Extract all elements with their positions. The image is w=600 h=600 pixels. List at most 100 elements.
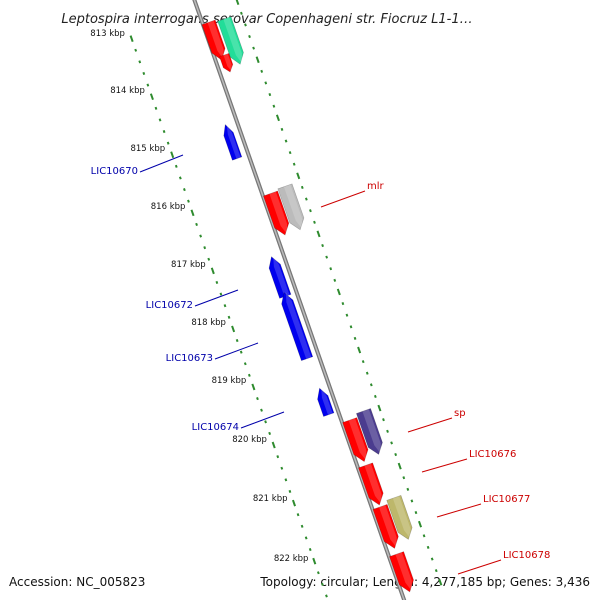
gene-label: LIC10678 <box>503 550 550 561</box>
gene-arrow-body <box>386 494 413 540</box>
tick-mark <box>414 511 418 515</box>
tick-mark <box>341 302 345 306</box>
tick-mark <box>166 141 170 145</box>
tick-mark <box>275 114 280 122</box>
gene-arrow-shine <box>392 495 411 539</box>
gene-arrow-body <box>219 52 234 73</box>
tick-mark <box>316 230 321 238</box>
gene-arrow <box>277 183 305 231</box>
tick-mark <box>365 371 369 375</box>
tick-mark <box>223 304 227 308</box>
tick-mark <box>215 280 219 285</box>
tick-mark <box>252 46 255 50</box>
gene-arrow-body <box>223 123 243 161</box>
gene-arrow <box>342 417 369 463</box>
gene-label-leader <box>320 190 366 208</box>
gene-arrow-body <box>281 292 314 362</box>
tick-mark <box>373 394 377 399</box>
gene-label: sp <box>454 408 466 419</box>
tick-mark <box>325 594 328 598</box>
tick-mark <box>235 338 239 343</box>
tick-mark <box>296 513 300 517</box>
backbone-highlight <box>193 0 405 600</box>
tick-mark <box>300 185 304 190</box>
tick-mark <box>397 462 402 470</box>
tick-mark <box>240 11 243 15</box>
gene-arrow <box>356 408 383 455</box>
backbone <box>192 0 407 600</box>
tick-mark <box>264 420 267 424</box>
tick-mark <box>422 534 426 538</box>
tick-marks <box>129 0 443 598</box>
gene-arrow-shine <box>285 292 312 359</box>
tick-mark <box>264 81 268 85</box>
tick-mark <box>138 60 142 64</box>
gene-arrow-body <box>268 256 292 299</box>
gene-arrow-body <box>342 417 369 463</box>
gene-arrow-shine <box>223 53 232 72</box>
gene-label: LIC10674 <box>192 422 239 433</box>
kbp-label: 815 kbp <box>130 144 165 154</box>
gene-arrow-body <box>317 387 335 417</box>
tick-mark <box>207 257 211 261</box>
gene-arrow-shine <box>379 505 397 548</box>
gene-arrow <box>263 190 290 236</box>
tick-mark <box>357 346 362 354</box>
tick-mark <box>203 246 207 250</box>
gene-arrow-shine <box>362 409 381 454</box>
tick-mark <box>227 315 231 319</box>
gene-label-leader <box>407 417 453 433</box>
tick-mark <box>244 23 247 27</box>
kbp-label: 820 kbp <box>232 435 267 445</box>
tick-mark <box>154 106 158 110</box>
tick-mark <box>183 188 186 192</box>
tick-mark <box>406 487 410 491</box>
tick-mark <box>174 164 178 168</box>
kbp-label: 817 kbp <box>171 260 206 270</box>
tick-mark <box>426 545 430 549</box>
tick-mark <box>272 104 276 108</box>
tick-mark <box>268 431 272 435</box>
gene-arrow <box>281 292 314 362</box>
tick-mark <box>247 373 251 377</box>
gene-arrow-shine <box>348 418 367 461</box>
tick-mark <box>353 336 357 340</box>
gene-arrow-body <box>201 19 226 61</box>
gene-label-leader <box>240 411 285 429</box>
gene-label: LIC10676 <box>469 449 516 460</box>
tick-mark <box>134 48 138 52</box>
kbp-label: 813 kbp <box>90 29 125 39</box>
gene-arrow-body <box>372 504 399 549</box>
tick-mark <box>291 499 296 507</box>
tick-mark <box>243 362 247 366</box>
gene-features <box>201 16 414 593</box>
gene-arrow <box>217 16 244 65</box>
gene-arrow-body <box>277 183 305 231</box>
tick-mark <box>321 582 324 586</box>
tick-mark <box>210 267 215 275</box>
tick-mark <box>288 489 292 494</box>
tick-mark <box>239 350 243 354</box>
gene-arrow <box>219 52 234 73</box>
gene-labels: LIC10670 LIC10672 LIC10673 LIC10674 mlr sp LIC… <box>91 154 550 575</box>
gene-arrow <box>317 387 335 417</box>
gene-arrow-shine <box>364 463 382 505</box>
tick-mark <box>260 69 264 73</box>
tick-mark <box>280 127 284 131</box>
tick-mark <box>349 325 353 329</box>
gene-label: LIC10672 <box>146 300 193 311</box>
tick-mark <box>386 429 389 433</box>
tick-mark <box>276 455 280 459</box>
gene-label-leader <box>457 559 502 575</box>
tick-mark <box>149 93 154 101</box>
gene-arrow-body <box>217 16 244 65</box>
tick-mark <box>402 476 406 480</box>
tick-mark <box>296 172 301 180</box>
tick-mark <box>219 292 223 296</box>
tick-mark <box>284 139 288 143</box>
kbp-label: 816 kbp <box>151 202 186 212</box>
gene-label: LIC10670 <box>91 166 138 177</box>
gene-arrow-body <box>389 551 414 593</box>
tick-mark <box>345 313 349 317</box>
